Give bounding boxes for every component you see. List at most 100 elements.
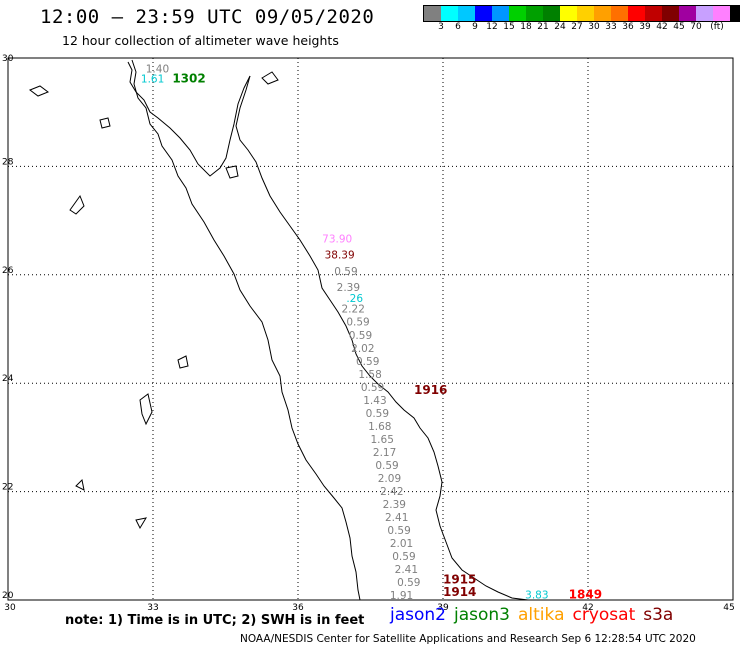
colorbar-swatch [594,6,611,21]
colorbar-swatch [509,6,526,21]
observation-labels: 1.401.6173.9038.390.592.39.262.220.590.5… [141,64,549,602]
colorbar [423,5,740,22]
colorbar-label: 30 [588,22,600,32]
colorbar-swatch [458,6,475,21]
legend-jason3: jason3 [454,605,510,625]
colorbar-swatch [611,6,628,21]
lat-tick-label: 28 [2,157,14,167]
wave-height-label: 0.59 [334,266,357,278]
wave-height-label: 2.01 [390,538,413,550]
pass-time-label: 1915 [443,573,476,587]
lon-tick-label: 30 [4,603,16,610]
coastline-sinai [127,61,251,177]
map-subtitle: 12 hour collection of altimeter wave hei… [62,33,339,48]
lat-tick-label: 22 [2,483,13,493]
colorbar-swatch [696,6,713,21]
island [75,478,85,491]
colorbar-label: 21 [537,22,549,32]
wave-height-label: 38.39 [325,250,355,262]
wave-height-label: 2.39 [337,282,360,294]
colorbar-label: 18 [520,22,532,32]
colorbar-swatch [441,6,458,21]
pass-time-label: 1849 [569,587,602,601]
colorbar-label: 45 [673,22,685,32]
colorbar-label: 3 [438,22,444,32]
wave-height-map: 30 33 36 39 42 45 30 28 26 24 22 20 1.401.61 73.90 38… [2,54,735,610]
satellite-legend: jason2 jason3 altika cryosat s3a [390,605,681,625]
wave-height-label: 0.59 [366,408,389,420]
lon-tick-label: 36 [292,603,304,610]
colorbar-swatch [475,6,492,21]
wave-height-label: 2.41 [395,564,418,576]
colorbar-label: 27 [571,22,583,32]
lon-tick-label: 39 [437,603,449,610]
map-frame [7,57,734,601]
island [225,165,239,179]
wave-height-label: 0.59 [356,356,379,368]
colorbar-swatch [577,6,594,21]
colorbar-swatch [679,6,696,21]
wave-height-label: 1.61 [141,73,164,85]
lon-tick-label: 33 [147,603,158,610]
wave-height-label: 0.59 [397,577,420,589]
colorbar-swatch [730,6,740,21]
colorbar-label: 42 [656,22,668,32]
island [135,517,148,530]
wave-height-label: 0.59 [349,330,372,342]
colorbar-swatch [713,6,730,21]
wave-height-label: 3.83 [525,589,548,601]
wave-height-label: 2.42 [380,486,403,498]
colorbar-label: 70 [690,22,702,32]
island [69,194,85,215]
pass-time-label: 1914 [443,585,476,599]
wave-height-label: 0.59 [375,460,398,472]
wave-height-label: 2.02 [351,343,374,355]
colorbar-swatch [492,6,509,21]
coastline-east [235,75,546,601]
wave-height-label: 1.43 [363,395,386,407]
island [28,85,50,97]
legend-altika: altika [518,605,565,625]
pass-time-label: 1302 [172,71,205,85]
coastline-west [131,59,361,601]
colorbar-swatch [662,6,679,21]
wave-height-label: 1.91 [390,590,413,602]
wave-height-label: 0.59 [361,382,384,394]
wave-height-label: 2.09 [378,473,401,485]
colorbar-labels: 3 6 9 12 15 18 21 24 27 30 33 36 39 42 45 70 (ft) [423,22,740,34]
lat-tick-label: 24 [2,374,14,384]
map-title: 12:00 – 23:59 UTC 09/05/2020 [40,6,375,28]
colorbar-label: 39 [639,22,651,32]
island [99,117,111,129]
colorbar-label: 12 [486,22,498,32]
colorbar-swatch [628,6,645,21]
colorbar-label: 6 [455,22,461,32]
lon-tick-label: 42 [582,603,593,610]
wave-height-label: .26 [346,293,363,305]
footer-note: note: 1) Time is in UTC; 2) SWH is in fe… [65,613,365,628]
island [139,393,153,426]
colorbar-label: 33 [605,22,617,32]
colorbar-label: 24 [554,22,566,32]
colorbar-label: 36 [622,22,634,32]
wave-height-label: 73.90 [322,233,352,245]
legend-cryosat: cryosat [572,605,636,625]
lat-tick-label: 30 [2,54,14,64]
wave-height-label: 2.22 [342,304,365,316]
colorbar-label: 9 [472,22,478,32]
wave-height-label: 0.59 [387,525,410,537]
lat-tick-label: 26 [2,266,14,276]
wave-height-label: 2.17 [373,447,396,459]
lat-tick-label: 20 [2,591,14,601]
lon-tick-label: 45 [723,603,734,610]
wave-height-label: 0.59 [346,317,369,329]
colorbar-swatch [526,6,543,21]
wave-height-label: 1.68 [368,421,391,433]
wave-height-label: 2.41 [385,512,408,524]
colorbar-swatch [424,6,441,21]
pass-time-label: 1916 [414,383,447,397]
colorbar-swatch [543,6,560,21]
wave-height-label: 1.58 [358,369,381,381]
island [177,355,189,369]
